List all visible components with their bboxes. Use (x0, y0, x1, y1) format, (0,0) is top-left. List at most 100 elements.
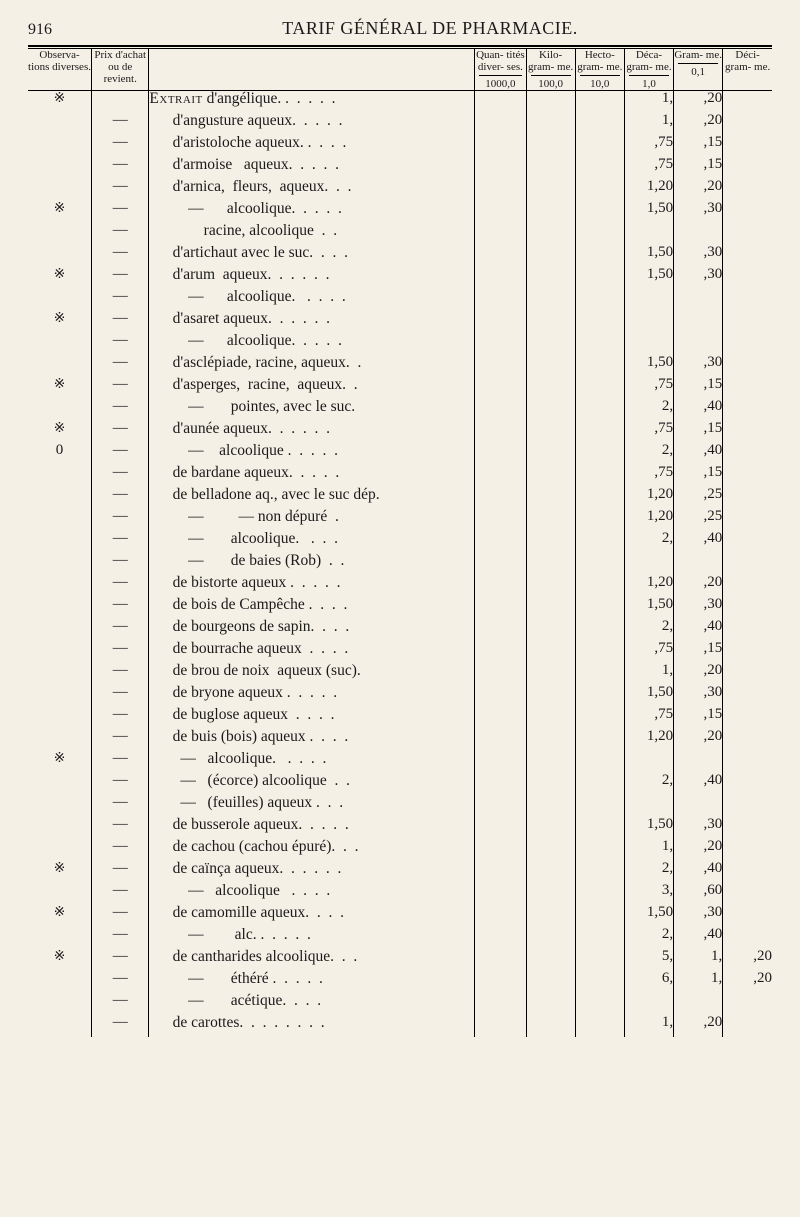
cell-hecto (575, 289, 624, 311)
cell-deca: 6, (624, 971, 673, 993)
cell-quan (475, 619, 526, 641)
cell-deca (624, 993, 673, 1015)
cell-quan (475, 377, 526, 399)
cell-desc: — éthéré . . . . . (149, 971, 475, 993)
cell-desc: — — non dépuré . (149, 509, 475, 531)
cell-kilo (526, 377, 575, 399)
cell-obs: ※ (28, 905, 92, 927)
cell-obs (28, 707, 92, 729)
cell-obs (28, 179, 92, 201)
cell-deca: ,75 (624, 641, 673, 663)
cell-quan (475, 91, 526, 113)
cell-deci (723, 817, 772, 839)
cell-quan (475, 553, 526, 575)
cell-desc: — alcoolique. . . . . (149, 751, 475, 773)
cell-deca: 3, (624, 883, 673, 905)
cell-quan (475, 993, 526, 1015)
cell-deci (723, 355, 772, 377)
cell-quan (475, 883, 526, 905)
cell-hecto (575, 795, 624, 817)
table-row: — — (écorce) alcoolique . .2,,40 (28, 773, 772, 795)
cell-hecto (575, 575, 624, 597)
cell-deci (723, 333, 772, 355)
cell-kilo (526, 751, 575, 773)
cell-desc: — alcoolique. . . . . (149, 289, 475, 311)
cell-hecto (575, 135, 624, 157)
cell-deci: ,20 (723, 971, 772, 993)
cell-deci (723, 201, 772, 223)
cell-deci (723, 685, 772, 707)
table-row: — de bois de Campêche . . . .1,50,30 (28, 597, 772, 619)
cell-quan (475, 795, 526, 817)
cell-deca (624, 751, 673, 773)
cell-prix: — (92, 795, 149, 817)
cell-obs: ※ (28, 91, 92, 113)
cell-desc: — alcoolique . . . . . (149, 443, 475, 465)
table-row: 0— — alcoolique . . . . .2,,40 (28, 443, 772, 465)
cell-desc: racine, alcoolique . . (149, 223, 475, 245)
cell-gram: ,40 (674, 399, 723, 421)
cell-kilo (526, 531, 575, 553)
cell-deca: 2, (624, 399, 673, 421)
cell-gram (674, 993, 723, 1015)
cell-desc: de bryone aqueux . . . . . (149, 685, 475, 707)
cell-hecto (575, 597, 624, 619)
cell-prix: — (92, 355, 149, 377)
cell-deci (723, 377, 772, 399)
cell-deci (723, 861, 772, 883)
cell-hecto (575, 399, 624, 421)
cell-desc: d'aunée aqueux. . . . . . (149, 421, 475, 443)
cell-kilo (526, 685, 575, 707)
cell-kilo (526, 773, 575, 795)
cell-desc: de buglose aqueux . . . . (149, 707, 475, 729)
cell-prix: — (92, 927, 149, 949)
cell-gram: 1, (674, 949, 723, 971)
cell-quan (475, 971, 526, 993)
col-obs: Observa- tions diverses. (28, 49, 92, 91)
cell-prix: — (92, 289, 149, 311)
table-row: — d'arnica, fleurs, aqueux. . .1,20,20 (28, 179, 772, 201)
cell-obs (28, 817, 92, 839)
cell-quan (475, 641, 526, 663)
table-row: — de bardane aqueux. . . . .,75,15 (28, 465, 772, 487)
cell-gram: ,30 (674, 245, 723, 267)
cell-deci (723, 443, 772, 465)
cell-quan (475, 157, 526, 179)
table-row: — de buglose aqueux . . . .,75,15 (28, 707, 772, 729)
cell-prix: — (92, 729, 149, 751)
cell-hecto (575, 333, 624, 355)
cell-gram (674, 223, 723, 245)
cell-deca: 1,50 (624, 245, 673, 267)
cell-deca: 1, (624, 839, 673, 861)
cell-kilo (526, 553, 575, 575)
cell-quan (475, 333, 526, 355)
cell-desc: de bourrache aqueux . . . . (149, 641, 475, 663)
cell-prix: — (92, 597, 149, 619)
col-gram: Gram- me.0,1 (674, 49, 723, 91)
cell-deci (723, 113, 772, 135)
cell-prix: — (92, 443, 149, 465)
table-row: — — (feuilles) aqueux . . . (28, 795, 772, 817)
cell-hecto (575, 267, 624, 289)
cell-obs: ※ (28, 267, 92, 289)
cell-kilo (526, 179, 575, 201)
cell-prix: — (92, 421, 149, 443)
cell-obs (28, 927, 92, 949)
cell-quan (475, 443, 526, 465)
cell-prix: — (92, 883, 149, 905)
cell-desc: de cachou (cachou épuré). . . (149, 839, 475, 861)
table-row: — de bourgeons de sapin. . . .2,,40 (28, 619, 772, 641)
table-row: ※ — de camomille aqueux. . . .1,50,30 (28, 905, 772, 927)
cell-obs (28, 1015, 92, 1037)
cell-prix: — (92, 839, 149, 861)
cell-hecto (575, 839, 624, 861)
cell-deca: 1,20 (624, 509, 673, 531)
cell-prix: — (92, 399, 149, 421)
cell-gram: ,15 (674, 135, 723, 157)
table-row: — de carottes. . . . . . . .1,,20 (28, 1015, 772, 1037)
cell-quan (475, 949, 526, 971)
cell-prix: — (92, 575, 149, 597)
cell-deca: ,75 (624, 421, 673, 443)
cell-obs (28, 839, 92, 861)
cell-deci (723, 729, 772, 751)
